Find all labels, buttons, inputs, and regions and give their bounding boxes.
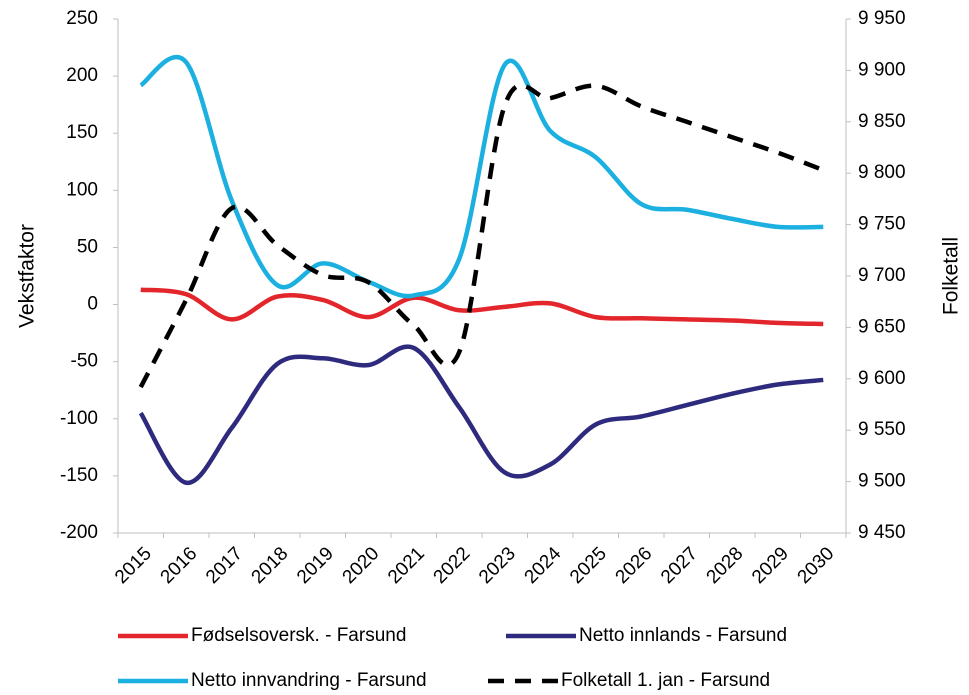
y-tick-label: -200 [60, 522, 98, 543]
y2-tick-label: 9 550 [858, 419, 906, 440]
x-tick-label: 2028 [703, 543, 748, 588]
x-tick-label: 2022 [430, 543, 475, 588]
y2-tick-label: 9 650 [858, 316, 906, 337]
series-line [138, 83, 825, 389]
y2-tick-label: 9 750 [858, 214, 906, 235]
x-tick-label: 2026 [612, 543, 657, 588]
x-tick-label: 2030 [794, 543, 839, 588]
y-tick-label: -100 [60, 408, 98, 429]
x-tick-label: 2015 [111, 543, 156, 588]
x-tick-label: 2017 [202, 543, 247, 588]
y-tick-label: -50 [71, 351, 98, 372]
x-tick-label: 2025 [566, 543, 611, 588]
x-tick-label: 2020 [339, 543, 384, 588]
series-line [139, 54, 824, 299]
x-tick-label: 2023 [475, 543, 520, 588]
x-tick-label: 2024 [521, 543, 566, 588]
legend-label: Folketall 1. jan - Farsund [561, 670, 770, 691]
y2-tick-label: 9 450 [858, 522, 906, 543]
x-tick-label: 2016 [157, 543, 202, 588]
x-tick-label: 2019 [293, 543, 338, 588]
y2-tick-label: 9 800 [858, 162, 906, 183]
y-axis-title: Vekstfaktor [16, 224, 39, 328]
legend-label: Netto innvandring - Farsund [191, 670, 427, 691]
y-tick-label: 250 [66, 8, 98, 29]
legend-label: Netto innlands - Farsund [579, 625, 787, 646]
x-tick-label: 2018 [248, 543, 293, 588]
x-tick-label: 2021 [384, 543, 429, 588]
y2-tick-label: 9 950 [858, 8, 906, 29]
y-tick-label: 100 [66, 179, 98, 200]
y2-tick-label: 9 500 [858, 471, 906, 492]
series-line [140, 287, 824, 327]
y-tick-label: -150 [60, 465, 98, 486]
legend-label: Fødselsoversk. - Farsund [191, 625, 406, 646]
y-tick-label: 150 [66, 122, 98, 143]
series-line [138, 344, 824, 485]
y2-tick-label: 9 900 [858, 59, 906, 80]
x-tick-label: 2029 [748, 543, 793, 588]
y2-axis-title: Folketall [940, 237, 963, 315]
y-tick-label: 200 [66, 65, 98, 86]
y-tick-label: 50 [77, 236, 98, 257]
x-tick-label: 2027 [657, 543, 702, 588]
y-tick-label: 0 [87, 294, 98, 315]
y2-tick-label: 9 600 [858, 368, 906, 389]
y2-tick-label: 9 850 [858, 111, 906, 132]
y2-tick-label: 9 700 [858, 265, 906, 286]
